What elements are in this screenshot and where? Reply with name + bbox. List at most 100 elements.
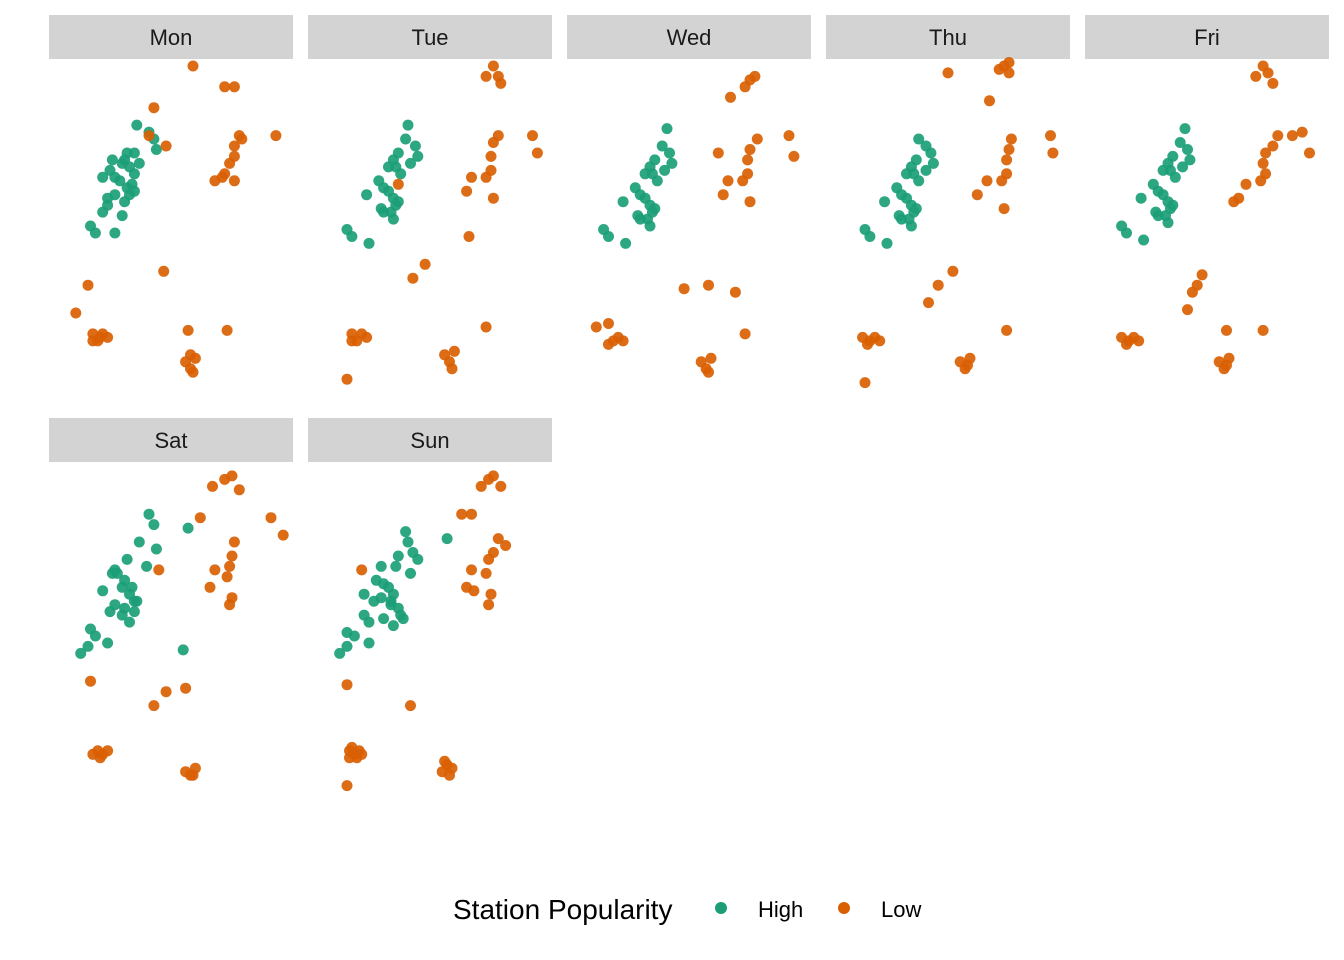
data-point-low: [204, 581, 216, 593]
data-point-high: [383, 161, 394, 173]
data-point-low: [678, 283, 690, 295]
data-point-low: [703, 366, 714, 378]
data-point-low: [483, 599, 495, 611]
data-point-high: [141, 560, 153, 572]
data-point-low: [153, 564, 165, 576]
data-point-low: [1255, 175, 1267, 187]
data-point-low: [942, 67, 954, 79]
data-point-high: [1184, 154, 1196, 166]
data-point-low: [463, 231, 475, 242]
data-point-low: [236, 133, 248, 145]
data-point-high: [385, 599, 397, 611]
data-point-low: [341, 679, 353, 691]
data-point-low: [160, 140, 172, 152]
facet-strip: [308, 15, 552, 59]
data-point-low: [751, 133, 763, 145]
data-point-high: [361, 189, 373, 201]
data-point-high: [334, 647, 346, 659]
data-point-low: [703, 279, 714, 291]
data-point-high: [402, 536, 414, 548]
data-point-high: [363, 616, 375, 628]
data-point-low: [219, 81, 231, 93]
data-point-high: [375, 560, 387, 572]
data-point-high: [128, 606, 140, 618]
data-point-low: [160, 686, 172, 698]
data-point-high: [85, 623, 96, 635]
data-point-low: [487, 60, 499, 72]
data-point-high: [1135, 192, 1147, 204]
data-point-low: [270, 130, 282, 142]
data-point-high: [82, 640, 94, 652]
data-point-low: [859, 377, 871, 389]
data-point-low: [1182, 304, 1193, 316]
data-point-low: [487, 192, 499, 204]
data-point-low: [947, 265, 959, 277]
data-point-high: [395, 168, 407, 180]
data-point-low: [712, 147, 724, 159]
data-point-high: [1179, 123, 1191, 135]
data-point-low: [341, 373, 353, 385]
data-point-low: [874, 335, 886, 347]
data-point-low: [233, 484, 245, 496]
data-point-high: [409, 140, 421, 152]
data-point-low: [495, 77, 507, 89]
data-point-low: [356, 564, 368, 576]
data-point-low: [143, 130, 155, 142]
facet-strip: [49, 418, 293, 462]
data-point-low: [480, 321, 492, 333]
legend-label-high: High: [758, 897, 803, 922]
data-point-high: [114, 175, 126, 187]
data-point-high: [378, 613, 390, 625]
data-point-low: [148, 700, 160, 712]
data-point-high: [128, 168, 140, 180]
data-point-low: [148, 102, 160, 114]
data-point-high: [617, 196, 629, 208]
data-point-low: [483, 553, 495, 565]
data-point-high: [649, 203, 661, 215]
facet-panel-tue: Tue: [308, 15, 552, 385]
data-point-low: [485, 150, 497, 162]
data-point-low: [1003, 57, 1015, 68]
data-point-low: [439, 755, 451, 767]
data-point-high: [341, 224, 353, 235]
data-point-low: [70, 307, 82, 319]
data-point-low: [981, 175, 993, 187]
data-point-low: [742, 154, 754, 166]
data-point-low: [94, 331, 106, 343]
data-point-high: [119, 574, 131, 586]
data-point-high: [1157, 164, 1169, 176]
data-point-low: [1257, 324, 1269, 336]
data-point-low: [1223, 352, 1235, 364]
data-point-low: [783, 130, 795, 142]
data-point-low: [466, 564, 477, 576]
data-point-low: [717, 189, 729, 201]
data-point-high: [119, 196, 131, 208]
data-point-low: [224, 560, 236, 572]
data-point-high: [412, 553, 424, 565]
data-point-high: [131, 119, 143, 131]
data-point-high: [661, 123, 673, 135]
data-point-low: [475, 480, 487, 492]
data-point-low: [265, 512, 277, 524]
data-point-low: [1267, 140, 1279, 152]
data-point-high: [1116, 220, 1128, 232]
data-point-low: [228, 140, 240, 152]
data-point-low: [1001, 324, 1013, 336]
data-point-high: [644, 220, 656, 232]
data-point-low: [1047, 147, 1059, 159]
data-point-low: [527, 130, 538, 142]
data-point-low: [1045, 130, 1056, 142]
data-point-high: [124, 616, 135, 628]
data-point-high: [1162, 217, 1174, 229]
data-point-high: [358, 588, 370, 600]
data-point-high: [1177, 161, 1189, 173]
data-point-low: [1262, 67, 1274, 79]
facet-strip: [826, 15, 1070, 59]
data-point-high: [143, 508, 155, 520]
facet-strip-label: Sat: [154, 428, 187, 453]
data-point-high: [1169, 171, 1181, 183]
facet-panel-fri: Fri: [1085, 15, 1329, 375]
data-point-high: [901, 168, 912, 180]
data-point-high: [859, 224, 871, 235]
